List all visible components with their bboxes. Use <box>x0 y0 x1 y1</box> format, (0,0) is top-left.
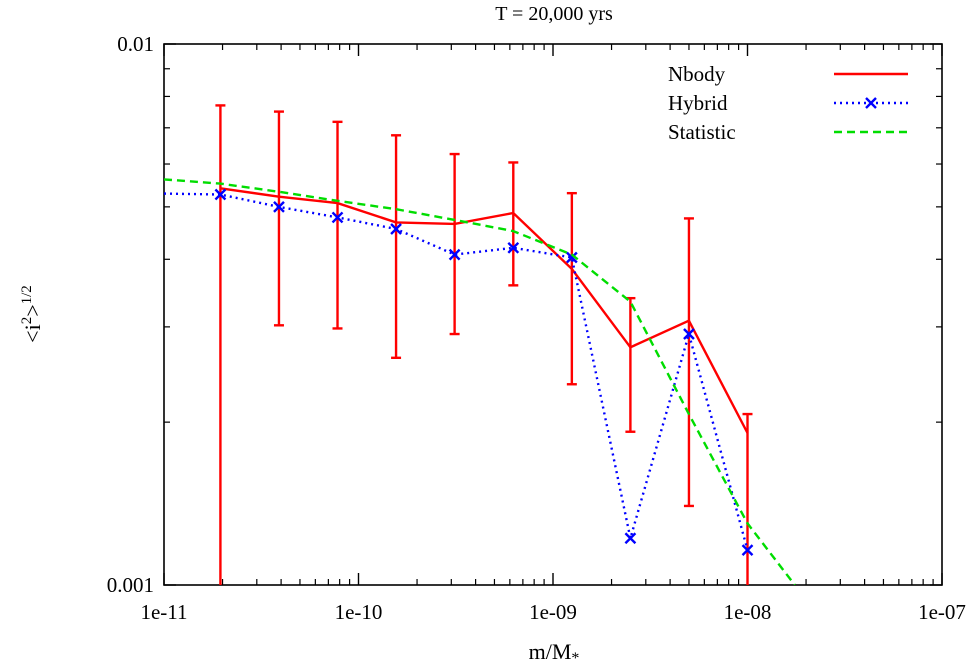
marker-stroke <box>214 188 227 201</box>
y-axis-label-close: > <box>20 304 45 316</box>
legend-label-hybrid: Hybrid <box>668 91 728 115</box>
y-axis-label-exponent: 1/2 <box>19 285 35 304</box>
plot-frame <box>163 43 943 586</box>
error-bar-nbody <box>332 120 343 330</box>
error-bar-nbody <box>449 152 460 336</box>
marker-stroke <box>741 544 754 556</box>
x-tick-label: 1e-11 <box>140 600 187 624</box>
error-bar-nbody <box>508 161 519 287</box>
y-axis-label-base: <i <box>20 324 45 343</box>
y-axis-label: <i2>1/2 <box>19 285 45 343</box>
x-axis-label-subscript: * <box>571 650 579 664</box>
series-hybrid <box>164 188 754 556</box>
x-tick-label: 1e-09 <box>529 600 577 624</box>
series-line-nbody <box>220 187 749 434</box>
y-tick-label: 0.001 <box>107 573 154 597</box>
data-point-hybrid <box>390 223 402 235</box>
x-tick-label: 1e-07 <box>918 600 966 624</box>
error-bar-nbody <box>391 134 402 360</box>
x-tick-label: 1e-10 <box>335 600 383 624</box>
error-bar-nbody <box>742 412 753 585</box>
series-statistic <box>164 178 796 585</box>
series-nbody <box>215 104 753 585</box>
data-point-hybrid <box>331 211 344 224</box>
error-bar-nbody <box>683 217 694 508</box>
chart-title: T = 20,000 yrs <box>495 3 613 25</box>
series-line-statistic <box>164 178 796 585</box>
marker-stroke <box>331 211 344 224</box>
y-tick-label: 0.01 <box>117 32 154 56</box>
x-axis-label-text: m/M <box>529 639 572 664</box>
marker-stroke <box>683 328 695 340</box>
data-point-hybrid <box>507 241 520 254</box>
marker-stroke <box>507 241 520 254</box>
series-line-hybrid <box>164 192 749 551</box>
data-point-hybrid <box>448 248 461 261</box>
legend-label-statistic: Statistic <box>668 120 736 144</box>
data-point-hybrid <box>683 328 695 340</box>
error-bar-nbody <box>625 296 636 433</box>
x-axis-label: m/M* <box>529 639 580 664</box>
marker-stroke <box>624 532 637 545</box>
data-point-hybrid <box>273 201 285 213</box>
y-axis-label-sup: 2 <box>19 317 35 325</box>
marker-stroke <box>566 251 578 264</box>
data-point-hybrid <box>566 251 578 264</box>
data-point-hybrid <box>214 188 227 201</box>
marker-stroke <box>390 223 402 235</box>
marker-stroke <box>273 201 285 213</box>
error-bar-nbody <box>273 110 284 327</box>
marker-stroke <box>448 248 461 261</box>
legend-marker-stroke <box>865 97 877 109</box>
error-bar-nbody <box>215 104 226 585</box>
legend-label-nbody: Nbody <box>668 62 726 86</box>
data-point-hybrid <box>624 532 637 545</box>
data-point-hybrid <box>741 544 754 556</box>
error-bar-nbody <box>566 191 577 386</box>
legend: Nbody Hybrid Statistic <box>668 62 908 144</box>
x-tick-label: 1e-08 <box>724 600 772 624</box>
